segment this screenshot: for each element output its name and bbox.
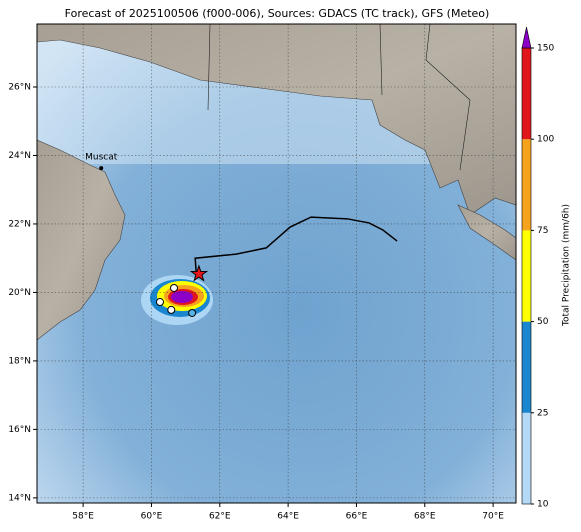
city-label: Muscat [85,153,118,163]
colorbar-segment [522,230,531,322]
y-tick-label: 16°N [8,425,31,435]
colorbar-segment [522,321,531,413]
y-tick-label: 22°N [8,219,31,229]
colorbar-tick-label: 100 [537,135,554,145]
y-tick-label: 20°N [8,288,31,298]
land-iran-pakistan [37,24,516,216]
x-tick-label: 58°E [72,512,94,522]
x-tick-label: 68°E [414,512,436,522]
current-position [189,264,209,282]
basemap: Muscat [37,24,516,503]
colorbar-tick-label: 10 [537,500,549,510]
colorbar-label: Total Precipitation (mm/6h) [562,204,572,327]
x-tick-label: 64°E [277,512,299,522]
title: Forecast of 2025100506 (f000-006), Sourc… [65,7,490,20]
y-tick-label: 18°N [8,356,31,366]
colorbar-tick-label: 150 [537,44,554,54]
land-oman [37,139,126,341]
precipitation [141,275,213,325]
borders [207,24,471,171]
colorbar-segment [522,412,531,504]
y-tick-label: 26°N [8,82,31,92]
colorbar-segment [522,48,531,140]
forecast-point [155,298,164,307]
graticule [37,24,516,503]
colorbar-tick-label: 75 [537,226,548,236]
colorbar-extend [521,26,532,49]
x-tick-label: 62°E [209,512,231,522]
forecast-point [167,305,176,314]
map-frame [36,23,517,504]
forecast-point [188,308,197,317]
land-india [457,204,516,261]
x-tick-label: 70°E [482,512,504,522]
y-tick-label: 24°N [8,151,31,161]
city-marker [99,166,104,171]
axes: 58°E 60°E 62°E 64°E 66°E 68°E 70°E 14°N 16°N 18°N… [8,82,504,521]
forecast-point [170,283,179,292]
y-tick-label: 14°N [8,493,31,503]
colorbar-tick-label: 25 [537,408,548,418]
colorbar: 10 25 50 75 100 150 [521,26,554,510]
colorbar-tick-label: 50 [537,317,549,327]
x-tick-label: 66°E [346,512,368,522]
colorbar-frame [521,47,532,505]
precip-extreme [171,291,193,303]
x-tick-label: 60°E [141,512,163,522]
track-layer: Muscat [85,153,398,317]
track-line [194,216,398,273]
colorbar-segment [522,139,531,231]
